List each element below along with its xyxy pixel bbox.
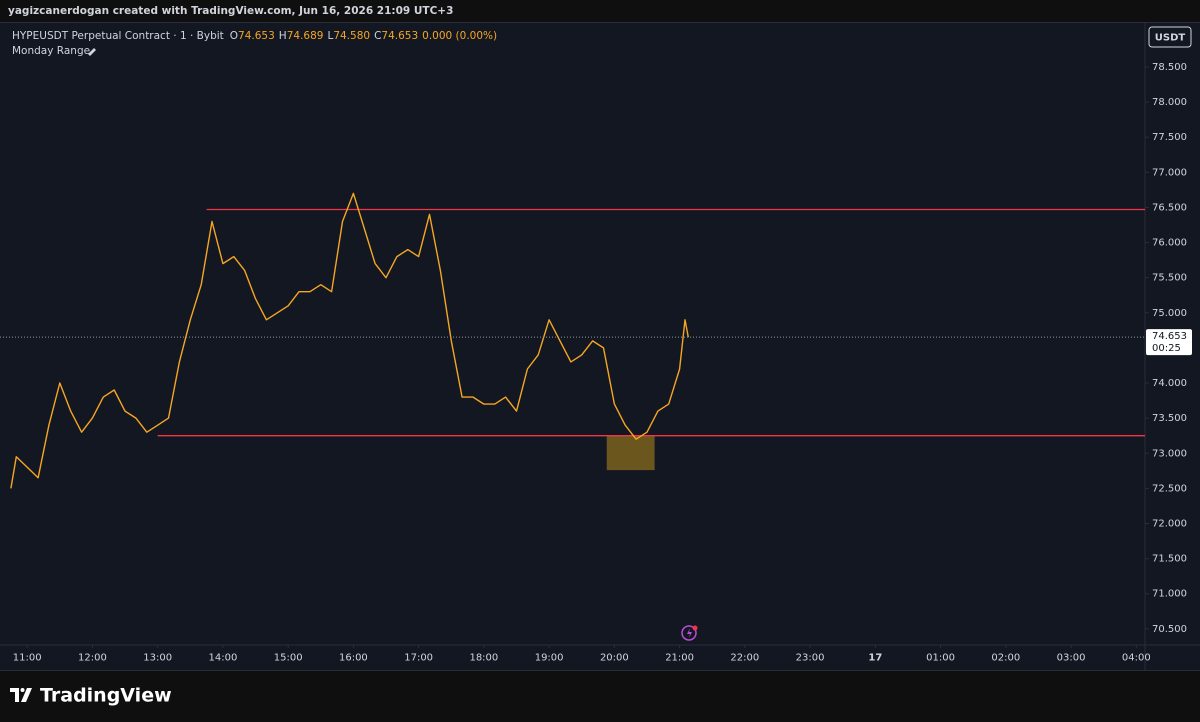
ohlc-key: C bbox=[374, 30, 381, 42]
logo: TradingView bbox=[10, 685, 172, 707]
price-tag-value: 74.653 bbox=[1152, 331, 1187, 342]
y-tick-label: 75.000 bbox=[1152, 308, 1187, 319]
ohlc-key: O bbox=[230, 30, 238, 42]
currency-button[interactable] bbox=[1148, 26, 1192, 48]
ohlc-value: 74.580 bbox=[333, 30, 370, 42]
y-tick-label: 70.500 bbox=[1152, 624, 1187, 635]
x-tick-label: 20:00 bbox=[600, 653, 629, 664]
x-tick-label: 03:00 bbox=[1057, 653, 1086, 664]
x-tick-label: 04:00 bbox=[1122, 653, 1151, 664]
alert-icon[interactable] bbox=[681, 625, 697, 641]
brand: TradingView bbox=[40, 685, 172, 707]
x-tick-label: 13:00 bbox=[143, 653, 172, 664]
x-tick-label: 23:00 bbox=[796, 653, 825, 664]
y-tick-label: 73.500 bbox=[1152, 413, 1187, 424]
y-tick-label: 74.000 bbox=[1152, 378, 1187, 389]
y-tick-label: 72.500 bbox=[1152, 483, 1187, 494]
logo-mark bbox=[10, 688, 32, 702]
time-axis-bg bbox=[0, 645, 1145, 670]
x-tick-label: 01:00 bbox=[926, 653, 955, 664]
y-tick-label: 72.000 bbox=[1152, 518, 1187, 529]
y-tick-label: 78.000 bbox=[1152, 97, 1187, 108]
x-tick-label: 18:00 bbox=[469, 653, 498, 664]
y-tick-label: 71.000 bbox=[1152, 589, 1187, 600]
alert-bolt bbox=[687, 628, 692, 638]
x-tick-label: 17 bbox=[868, 653, 882, 664]
plot-bg bbox=[0, 22, 1145, 645]
alert-dot bbox=[692, 625, 698, 631]
y-tick-label: 71.500 bbox=[1152, 554, 1187, 565]
price-tag bbox=[1146, 329, 1192, 356]
x-tick-label: 17:00 bbox=[404, 653, 433, 664]
y-tick-label: 78.500 bbox=[1152, 62, 1187, 73]
indicator: Monday Range bbox=[12, 45, 90, 57]
x-tick-label: 11:00 bbox=[13, 653, 42, 664]
y-tick-label: 76.500 bbox=[1152, 202, 1187, 213]
pencil-icon bbox=[88, 48, 96, 56]
ohlc-key: H bbox=[279, 30, 287, 42]
ohlc-value: 74.653 bbox=[238, 30, 275, 42]
y-tick-label: 77.000 bbox=[1152, 167, 1187, 178]
x-tick-label: 14:00 bbox=[208, 653, 237, 664]
price-line bbox=[10, 192, 689, 489]
y-tick-label: 73.000 bbox=[1152, 448, 1187, 459]
change: 0.000 (0.00%) bbox=[422, 30, 497, 42]
x-tick-label: 22:00 bbox=[730, 653, 759, 664]
y-tick-label: 76.000 bbox=[1152, 238, 1187, 249]
x-tick-label: 19:00 bbox=[535, 653, 564, 664]
ohlc-value: 74.653 bbox=[381, 30, 418, 42]
y-tick-label: 75.500 bbox=[1152, 273, 1187, 284]
countdown: 00:25 bbox=[1152, 343, 1181, 354]
ohlc-value: 74.689 bbox=[287, 30, 324, 42]
x-tick-label: 12:00 bbox=[78, 653, 107, 664]
x-tick-label: 02:00 bbox=[991, 653, 1020, 664]
credit: yagizcanerdogan created with TradingView… bbox=[8, 5, 453, 17]
range-zone bbox=[606, 435, 655, 471]
x-tick-label: 21:00 bbox=[665, 653, 694, 664]
ohlc-key: L bbox=[327, 30, 333, 42]
logo-dot bbox=[20, 688, 25, 692]
currency: USDT bbox=[1155, 33, 1186, 44]
y-tick-label: 77.500 bbox=[1152, 132, 1187, 143]
x-tick-label: 16:00 bbox=[339, 653, 368, 664]
x-tick-label: 15:00 bbox=[274, 653, 303, 664]
symbol-title: HYPEUSDT Perpetual Contract · 1 · Bybit bbox=[12, 30, 224, 42]
